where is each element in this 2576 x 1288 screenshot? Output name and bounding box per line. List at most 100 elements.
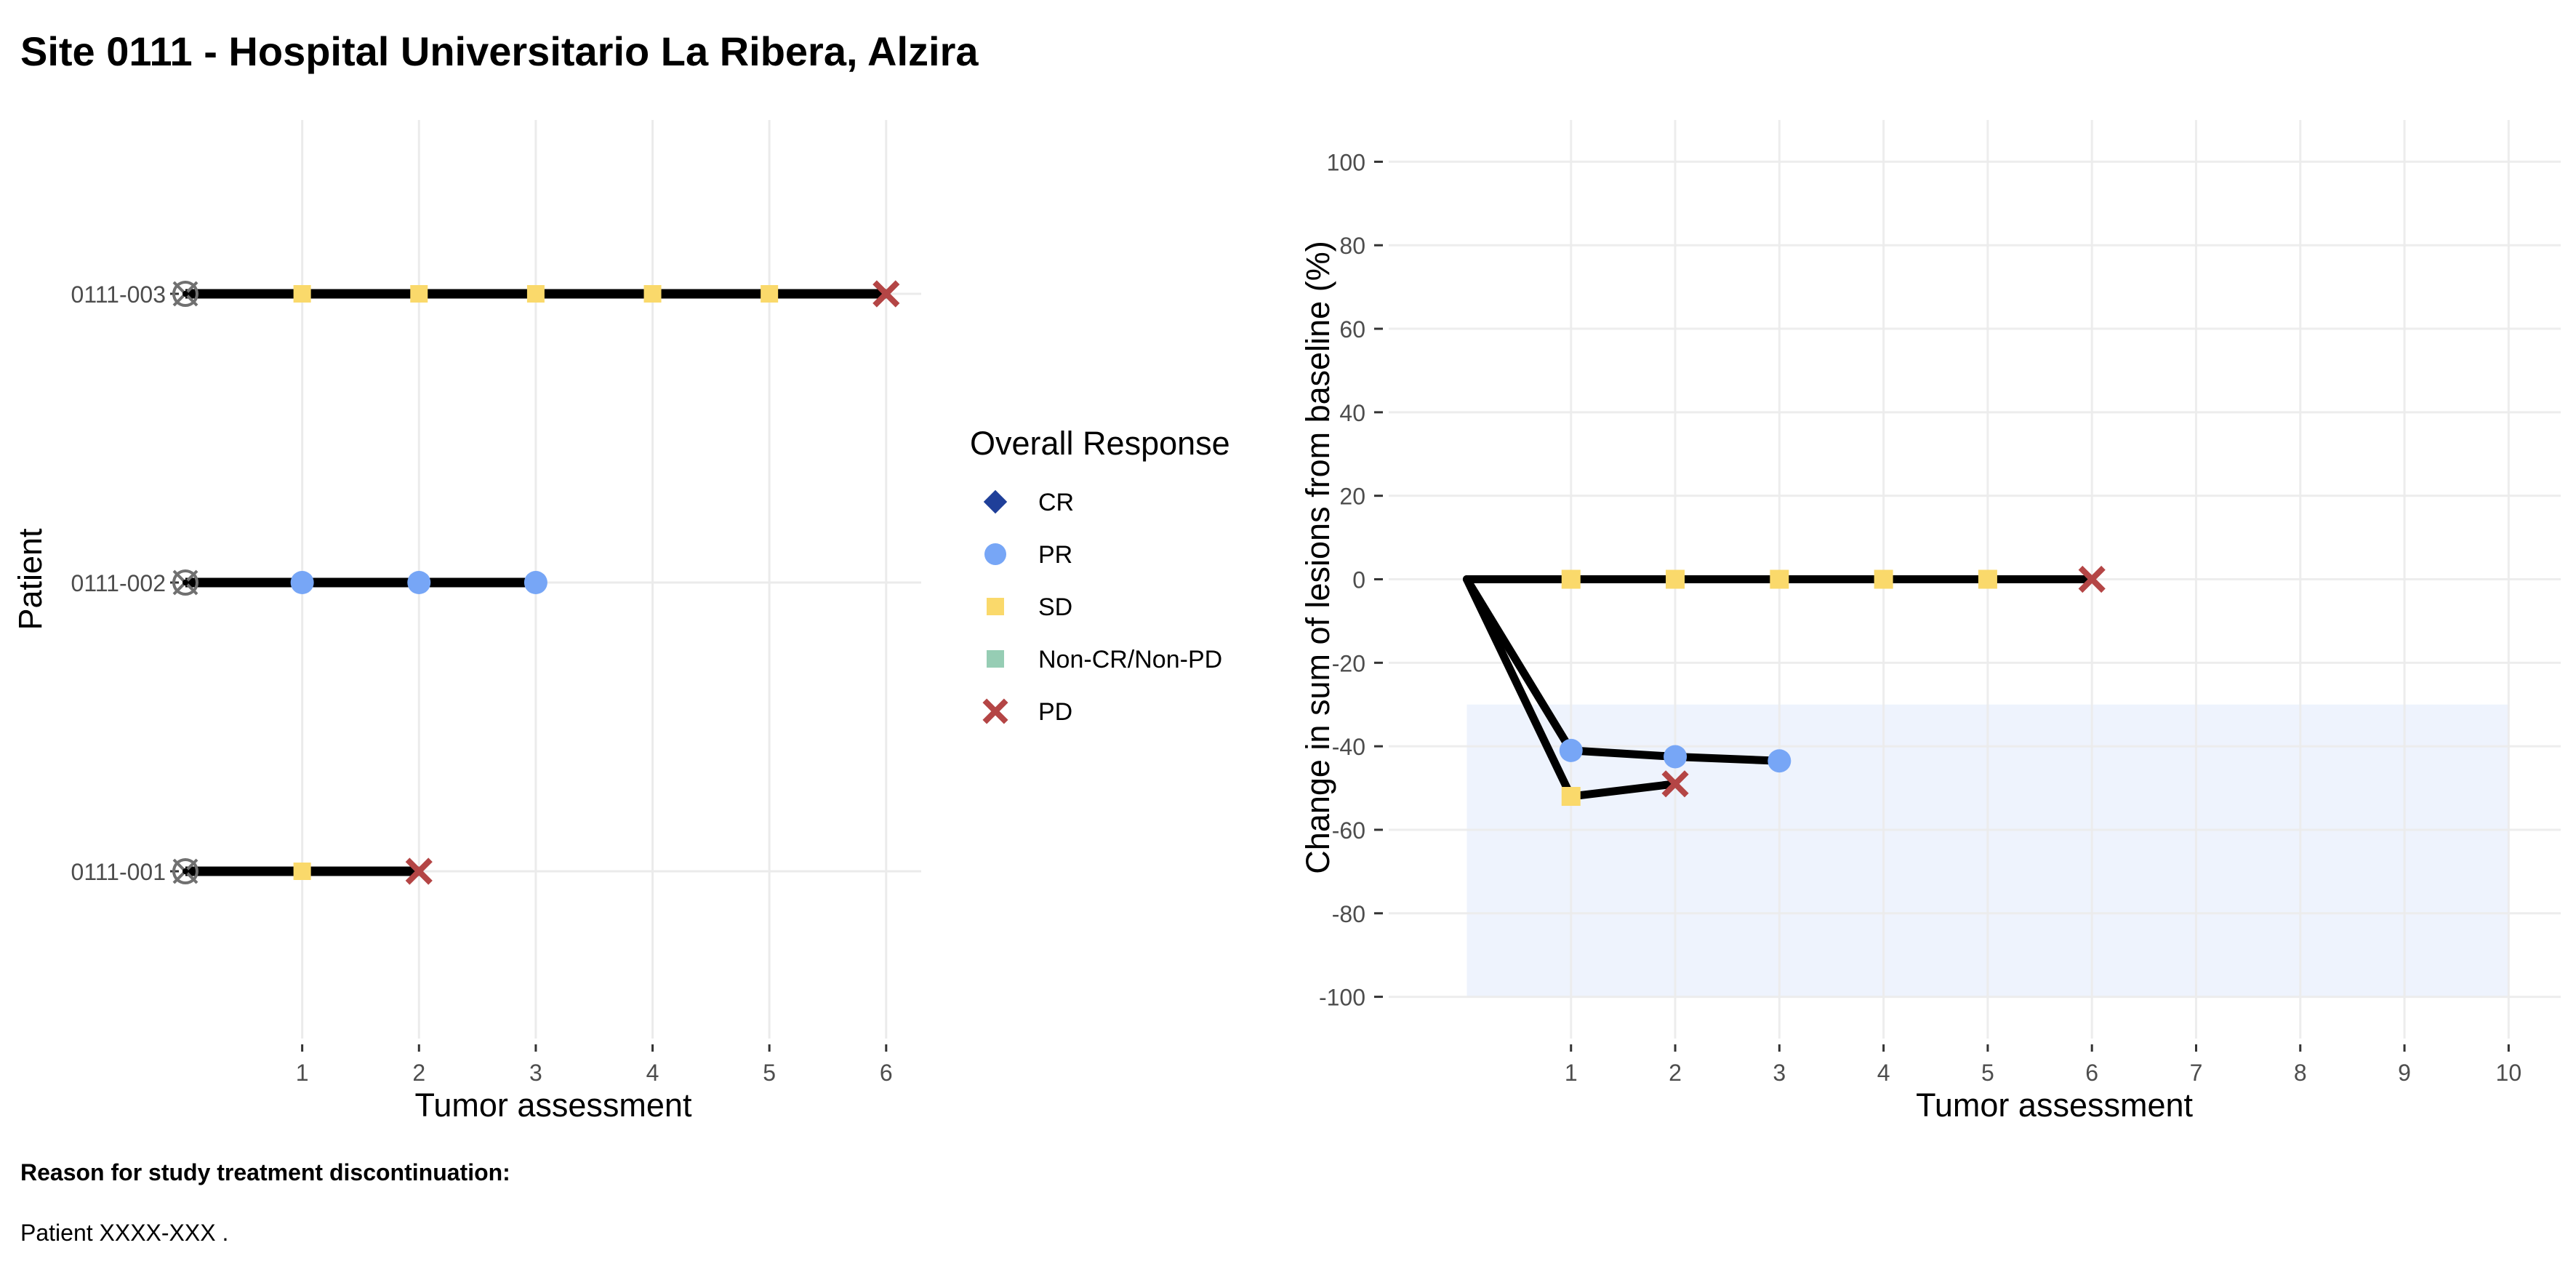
y-axis-title: Change in sum of lesions from baseline (… [1299,241,1336,873]
response-point-sd-square [1978,569,1997,589]
response-point-sd [526,285,545,303]
legend-key-pr [984,543,1006,565]
response-point-pd [1661,770,1689,798]
response-point-sd [1770,569,1789,589]
x-tick-label: 7 [2190,1060,2203,1086]
legend-label: SD [1038,593,1072,621]
response-point-sd-square [761,285,779,303]
x-tick-label: 9 [2398,1060,2411,1086]
response-point-sd-square [293,863,311,880]
response-point-sd-square [293,285,311,303]
legend-key-pr-circle [984,543,1006,565]
legend-label: Non-CR/Non-PD [1038,646,1222,673]
response-point-pr [523,571,547,594]
response-point-pd-stroke-b [1661,770,1689,798]
x-tick-label: 2 [412,1060,425,1086]
patient-tick-label: 0111-002 [71,570,166,596]
legend-key-pd [982,698,1008,724]
legend: Overall Response CR PR SD Non-CR/Non-PD PD [970,425,1230,726]
discontinuation-text: Patient XXXX-XXX . [20,1220,229,1246]
patient-tick-label: 0111-003 [71,281,166,308]
baseline-circle [172,858,198,884]
baseline-marker [172,281,198,307]
response-point-sd [1874,569,1893,589]
patient-tick-label: 0111-001 [71,859,166,885]
response-point-sd-square [526,285,545,303]
response-point-sd-square [1561,787,1581,807]
x-tick-label: 1 [1565,1060,1578,1086]
y-tick-label: 60 [1339,316,1365,343]
response-point-pr [1768,749,1791,773]
y-tick-label: 80 [1339,233,1365,259]
y-tick-label: 40 [1339,400,1365,426]
response-point-pd-stroke-b [872,280,900,308]
response-point-sd [1561,787,1581,807]
response-point-sd [293,863,311,880]
legend-key-cr [983,489,1008,514]
response-point-sd [1978,569,1997,589]
response-point-pr [290,571,314,594]
response-point-sd-square [1874,569,1893,589]
x-tick-label: 4 [646,1060,659,1086]
baseline-dot [182,580,188,585]
response-point-pd [405,857,433,885]
x-tick-label: 1 [296,1060,309,1086]
x-tick-label: 6 [2085,1060,2098,1086]
y-tick-label: -100 [1319,985,1365,1011]
x-tick-label: 3 [529,1060,542,1086]
x-axis-title: Tumor assessment [1916,1087,2193,1124]
x-tick-label: 4 [1877,1060,1890,1086]
y-axis-title: Patient [12,528,49,631]
y-tick-label: -40 [1332,734,1365,760]
response-point-sd-square [1770,569,1789,589]
response-point-pr [1559,738,1583,762]
x-tick-label: 6 [880,1060,893,1086]
response-point-pr [1664,745,1688,769]
response-point-sd [761,285,779,303]
legend-label: PD [1038,698,1072,726]
x-tick-label: 8 [2294,1060,2307,1086]
x-tick-label: 2 [1669,1060,1682,1086]
y-tick-label: -20 [1332,650,1365,676]
discontinuation-heading: Reason for study treatment discontinuati… [20,1159,510,1185]
baseline-dot [182,868,188,874]
legend-label: CR [1038,489,1074,516]
x-tick-label: 10 [2496,1060,2522,1086]
response-point-pd [872,280,900,308]
x-tick-label: 3 [1773,1060,1786,1086]
baseline-marker [172,858,198,884]
swimmer-plot: 1 2 3 4 5 6 Tumor assessment Patient 0111-003 011… [12,120,921,1124]
response-point-pd-stroke-b [2078,565,2106,593]
legend-key-sd [987,598,1004,615]
legend-key-noncrnonpd [987,650,1004,668]
baseline-circle [172,569,198,596]
response-point-sd-square [1666,569,1685,589]
legend-key-cr-diamond [983,489,1008,514]
y-tick-label: 100 [1327,149,1365,175]
response-point-pr [407,571,431,594]
x-tick-label: 5 [1981,1060,1994,1086]
response-point-pd-stroke-b [405,857,433,885]
response-point-sd-square [410,285,428,303]
legend-title: Overall Response [970,425,1230,462]
legend-key-pd-stroke-b [982,698,1008,724]
y-tick-label: -60 [1332,817,1365,844]
response-point-pr-circle [1559,738,1583,762]
response-point-sd [1561,569,1581,589]
response-point-sd [1666,569,1685,589]
response-point-pr-circle [407,571,431,594]
y-tick-label: 20 [1339,484,1365,510]
response-point-sd-square [643,285,662,303]
response-point-sd [293,285,311,303]
response-point-sd-square [1561,569,1581,589]
response-point-pr-circle [1768,749,1791,773]
legend-key-noncrnonpd-square [987,650,1004,668]
x-axis-title: Tumor assessment [415,1087,692,1124]
response-point-pd [2078,565,2106,593]
series-line [1462,575,1783,765]
response-point-sd [410,285,428,303]
y-tick-label: 0 [1352,567,1365,593]
baseline-circle [172,281,198,307]
response-point-pr-circle [523,571,547,594]
